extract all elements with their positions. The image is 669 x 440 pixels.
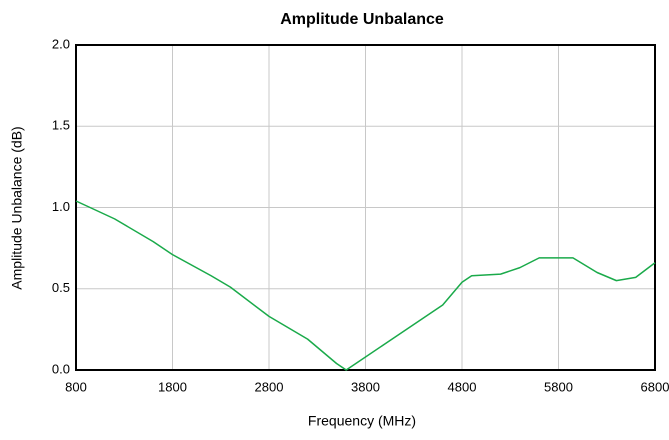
x-axis-label: Frequency (MHz) bbox=[308, 413, 416, 429]
plot-frame bbox=[75, 44, 656, 371]
x-tick-label: 5800 bbox=[544, 379, 573, 394]
x-tick-label: 3800 bbox=[351, 379, 380, 394]
x-tick-label: 6800 bbox=[641, 379, 669, 394]
x-tick-label: 4800 bbox=[448, 379, 477, 394]
y-tick-label: 0.0 bbox=[52, 361, 70, 376]
y-tick-label: 2.0 bbox=[52, 36, 70, 51]
y-tick-label: 1.0 bbox=[52, 199, 70, 214]
x-tick-label: 800 bbox=[65, 379, 87, 394]
chart-title: Amplitude Unbalance bbox=[280, 11, 444, 28]
line-series bbox=[75, 200, 656, 371]
x-tick-label: 1800 bbox=[158, 379, 187, 394]
y-tick-label: 1.5 bbox=[52, 118, 70, 133]
y-axis-label: Amplitude Unbalance (dB) bbox=[9, 126, 25, 289]
y-tick-label: 0.5 bbox=[52, 280, 70, 295]
x-tick-label: 2800 bbox=[255, 379, 284, 394]
